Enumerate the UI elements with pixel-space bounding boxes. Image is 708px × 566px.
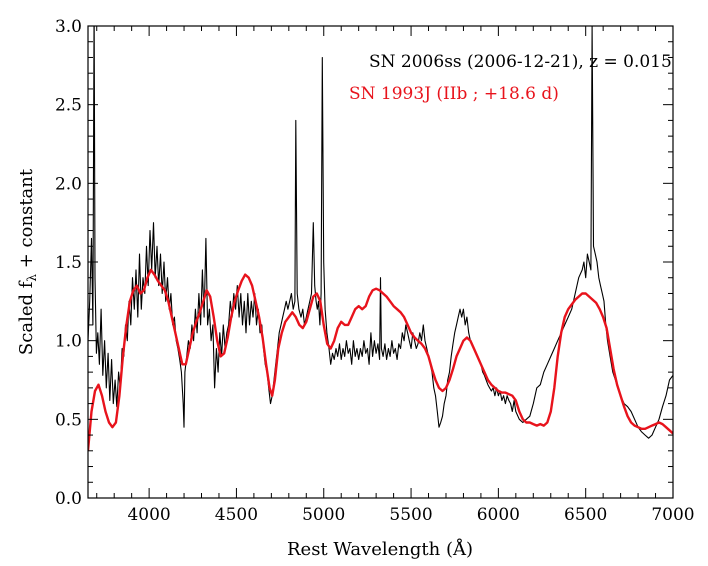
x-tick-label: 5500	[389, 505, 432, 525]
x-tick-label: 6500	[564, 505, 607, 525]
x-tick-label: 4500	[215, 505, 258, 525]
x-axis-title: Rest Wavelength (Å)	[287, 538, 473, 560]
x-tick-label: 4000	[127, 505, 170, 525]
y-tick-label: 0.0	[55, 489, 82, 509]
y-tick-label: 0.5	[55, 410, 82, 430]
x-tick-label: 5000	[302, 505, 345, 525]
x-tick-label: 7000	[651, 505, 694, 525]
y-axis-title: Scaled fλ + constant	[16, 168, 39, 355]
y-tick-label: 1.5	[55, 253, 82, 273]
y-tick-label: 2.5	[55, 96, 82, 116]
legend-entry-sn2006ss: SN 2006ss (2006-12-21), z = 0.015	[369, 52, 672, 72]
y-tick-label: 2.0	[55, 174, 82, 194]
x-tick-label: 6000	[477, 505, 520, 525]
legend-entry-sn1993j: SN 1993J (IIb ; +18.6 d)	[349, 84, 559, 104]
y-tick-label: 1.0	[55, 332, 82, 352]
series-line-sn2006ss	[88, 26, 673, 439]
y-tick-label: 3.0	[55, 17, 82, 37]
series-line-sn1993j	[88, 268, 673, 451]
